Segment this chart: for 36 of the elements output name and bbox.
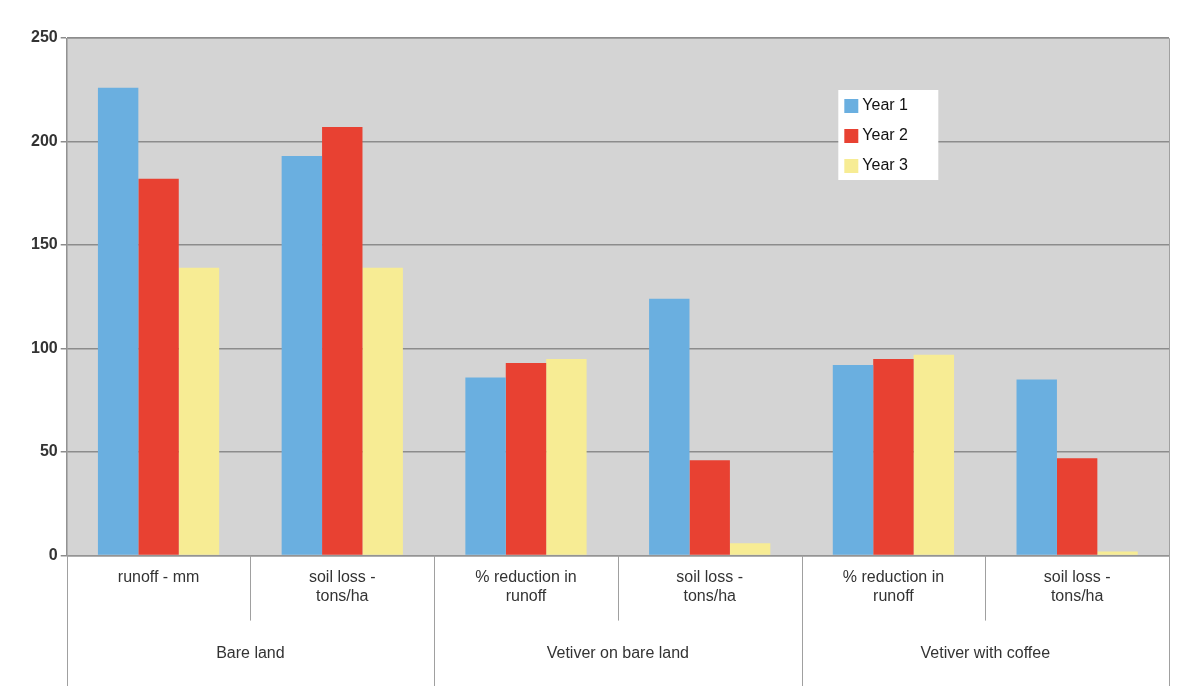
x-tick-label: runoff - mm — [117, 567, 200, 585]
bar — [649, 298, 690, 555]
bar — [1016, 379, 1057, 555]
x-tick-label: % reduction in runoff — [475, 567, 577, 604]
bar — [873, 358, 914, 555]
bar — [689, 460, 730, 555]
bar — [1097, 551, 1138, 555]
bar — [465, 377, 506, 555]
bar — [322, 127, 363, 555]
bar — [178, 267, 220, 555]
bar — [362, 267, 403, 555]
bar — [281, 156, 323, 555]
y-tick-label: 150 — [30, 235, 58, 253]
y-tick-label: 50 — [39, 442, 58, 460]
bar — [546, 358, 587, 555]
x-tick-label: soil loss - tons/ha — [1043, 567, 1111, 604]
bar — [1056, 458, 1098, 555]
legend-label: Year 3 — [862, 156, 909, 174]
text: Vetiver with coffee — [920, 644, 1051, 662]
y-tick-label: 250 — [30, 28, 58, 46]
x-tick-label: soil loss - tons/ha — [676, 567, 744, 604]
bar — [729, 543, 771, 555]
legend-label: Year 2 — [862, 126, 909, 144]
text: Bare land — [216, 644, 285, 662]
x-tick-label: soil loss - tons/ha — [308, 567, 376, 604]
bar — [138, 178, 179, 555]
x-tick-label: % reduction in runoff — [842, 567, 945, 604]
bar — [913, 354, 955, 555]
y-tick-label: 200 — [30, 131, 58, 149]
bar — [97, 87, 139, 555]
bar — [832, 365, 874, 555]
y-tick-label: 100 — [30, 338, 58, 356]
y-tick-label: 0 — [48, 546, 58, 564]
bar — [505, 363, 547, 555]
legend-label: Year 1 — [862, 96, 909, 114]
text: Vetiver on bare land — [546, 644, 690, 662]
